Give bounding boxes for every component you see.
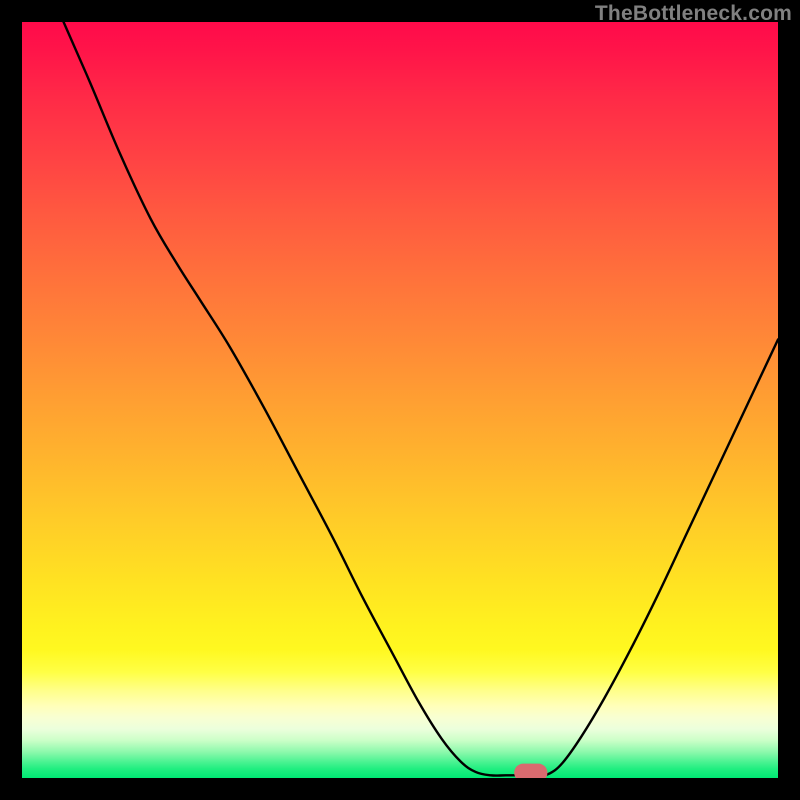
optimal-marker xyxy=(514,764,547,778)
chart-area xyxy=(22,22,778,778)
chart-background xyxy=(22,22,778,778)
bottleneck-chart xyxy=(22,22,778,778)
